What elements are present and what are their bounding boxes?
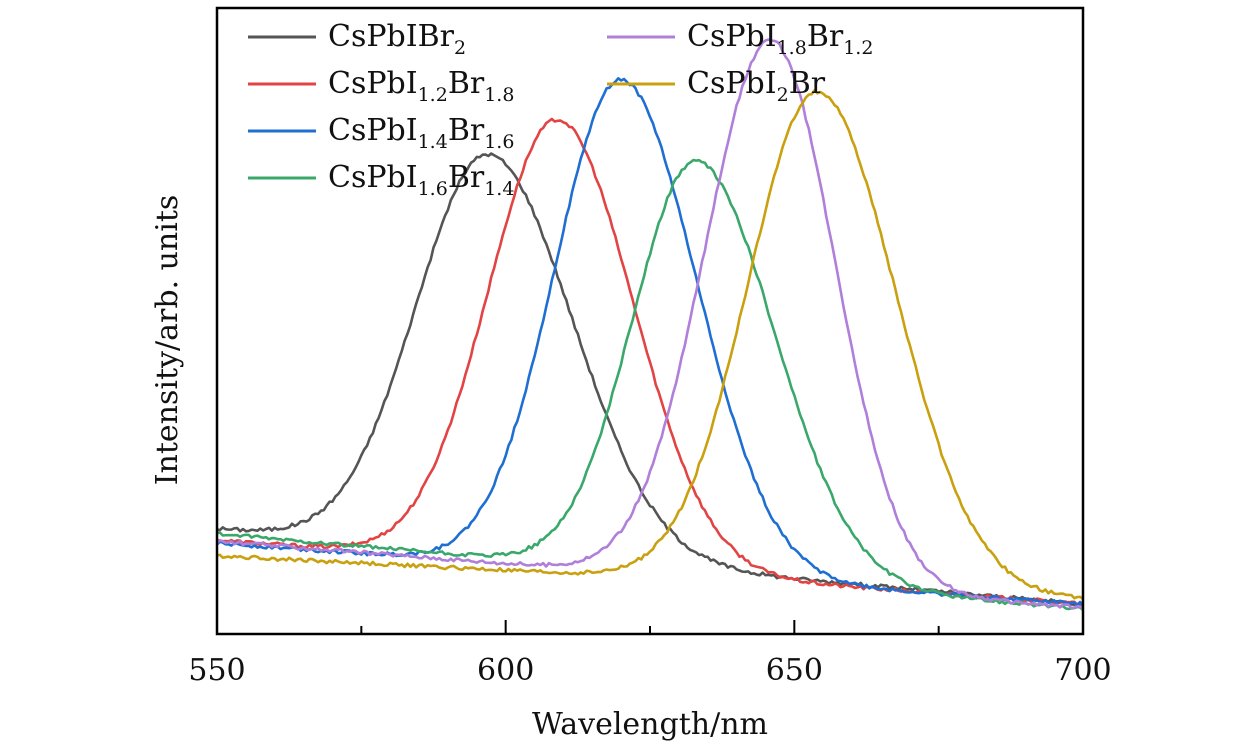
legend-label: CsPbI1.6Br1.4 xyxy=(328,160,514,200)
legend-label: CsPbI2Br xyxy=(687,66,826,106)
legend-label: CsPbIBr2 xyxy=(328,19,466,59)
x-tick-label: 600 xyxy=(477,653,534,688)
x-tick-label: 700 xyxy=(1054,653,1111,688)
series-line xyxy=(217,89,1083,600)
x-tick-label: 550 xyxy=(188,653,245,688)
x-tick-label: 650 xyxy=(766,653,823,688)
series-layer xyxy=(217,38,1083,611)
x-axis-label: Wavelength/nm xyxy=(532,707,768,742)
legend-label: CsPbI1.8Br1.2 xyxy=(687,19,873,59)
series-line xyxy=(217,158,1083,611)
series-line xyxy=(217,38,1083,610)
legend: CsPbIBr2 CsPbI1.2Br1.8 CsPbI1.4Br1.6 CsPbI1… xyxy=(248,19,873,200)
series-line xyxy=(217,152,1083,607)
y-axis-label: Intensity/arb. units xyxy=(150,195,185,486)
x-axis-ticks: 550 600 650 700 xyxy=(188,620,1112,688)
plot-area xyxy=(215,6,1085,636)
legend-label: CsPbI1.4Br1.6 xyxy=(328,113,514,153)
plot-frame xyxy=(215,6,1085,636)
legend-label: CsPbI1.2Br1.8 xyxy=(328,66,514,106)
series-line xyxy=(217,77,1083,607)
